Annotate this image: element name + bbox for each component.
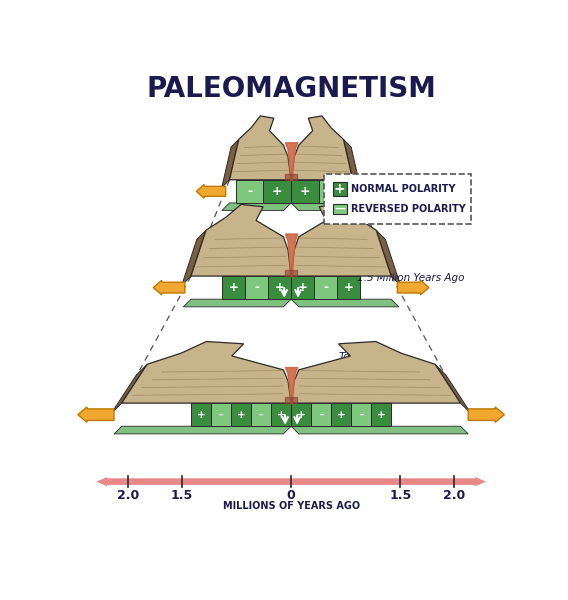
Text: MILLIONS OF YEARS AGO: MILLIONS OF YEARS AGO <box>223 501 360 511</box>
Bar <box>245 276 268 299</box>
Bar <box>268 276 291 299</box>
Bar <box>333 182 346 196</box>
Text: +: + <box>272 185 282 198</box>
Text: -: - <box>359 410 364 419</box>
Text: -: - <box>219 410 223 419</box>
Text: +: + <box>197 410 206 419</box>
Text: -: - <box>254 281 259 294</box>
Bar <box>319 180 346 203</box>
Polygon shape <box>344 139 361 187</box>
Text: +: + <box>296 410 306 419</box>
Bar <box>291 276 314 299</box>
FancyArrow shape <box>357 184 386 198</box>
Text: +: + <box>337 410 345 419</box>
Text: REVERSED POLARITY: REVERSED POLARITY <box>351 204 466 214</box>
Text: +: + <box>228 281 239 294</box>
FancyArrow shape <box>468 407 504 422</box>
Text: +: + <box>237 410 245 419</box>
Bar <box>264 180 291 203</box>
Text: -: - <box>323 281 328 294</box>
Text: 1.5 Million Years Ago: 1.5 Million Years Ago <box>357 274 465 283</box>
Polygon shape <box>222 203 291 211</box>
Text: +: + <box>344 281 354 294</box>
Text: +: + <box>377 410 386 419</box>
Polygon shape <box>182 230 206 285</box>
Polygon shape <box>291 299 399 307</box>
Text: +: + <box>277 410 286 419</box>
FancyArrow shape <box>107 477 486 486</box>
Bar <box>333 203 346 214</box>
Polygon shape <box>291 341 461 403</box>
Polygon shape <box>291 116 353 180</box>
Bar <box>291 403 311 426</box>
Bar <box>311 403 331 426</box>
Bar <box>231 403 251 426</box>
Bar <box>291 180 319 203</box>
Bar <box>191 403 211 426</box>
Text: 2.0: 2.0 <box>117 489 139 502</box>
Polygon shape <box>114 426 291 434</box>
Bar <box>314 276 337 299</box>
Polygon shape <box>229 116 291 180</box>
Text: 2.0: 2.0 <box>443 489 465 502</box>
Polygon shape <box>291 426 468 434</box>
Bar <box>271 403 291 426</box>
Text: 0: 0 <box>287 489 295 502</box>
Text: +: + <box>274 281 285 294</box>
Text: -: - <box>259 410 263 419</box>
Bar <box>351 403 371 426</box>
Polygon shape <box>435 364 471 414</box>
Bar <box>371 403 391 426</box>
Text: +: + <box>300 185 310 198</box>
FancyArrow shape <box>97 477 475 486</box>
Bar <box>337 276 361 299</box>
Polygon shape <box>222 139 239 187</box>
Bar <box>331 403 351 426</box>
Text: -: - <box>319 410 323 419</box>
Text: 1.5: 1.5 <box>389 489 412 502</box>
Text: —: — <box>334 204 345 214</box>
Polygon shape <box>191 205 291 276</box>
Text: NORMAL POLARITY: NORMAL POLARITY <box>351 184 456 194</box>
Polygon shape <box>291 203 361 211</box>
Polygon shape <box>291 205 391 276</box>
Text: Today: Today <box>338 352 369 362</box>
Text: 2 Million Years Ago: 2 Million Years Ago <box>331 175 428 185</box>
Text: -: - <box>247 185 252 198</box>
Text: -: - <box>330 185 335 198</box>
Polygon shape <box>183 299 291 307</box>
Bar <box>211 403 231 426</box>
FancyArrow shape <box>153 280 185 295</box>
Text: PALEOMAGNETISM: PALEOMAGNETISM <box>146 75 436 103</box>
Polygon shape <box>122 341 291 403</box>
Bar <box>222 276 245 299</box>
Polygon shape <box>111 364 147 414</box>
FancyBboxPatch shape <box>324 173 471 224</box>
Bar <box>236 180 264 203</box>
FancyArrow shape <box>78 407 114 422</box>
Text: +: + <box>334 182 345 196</box>
Text: +: + <box>298 281 308 294</box>
FancyArrow shape <box>197 184 225 198</box>
Text: 1.5: 1.5 <box>170 489 193 502</box>
Bar <box>251 403 271 426</box>
FancyArrow shape <box>398 280 429 295</box>
Polygon shape <box>376 230 400 285</box>
